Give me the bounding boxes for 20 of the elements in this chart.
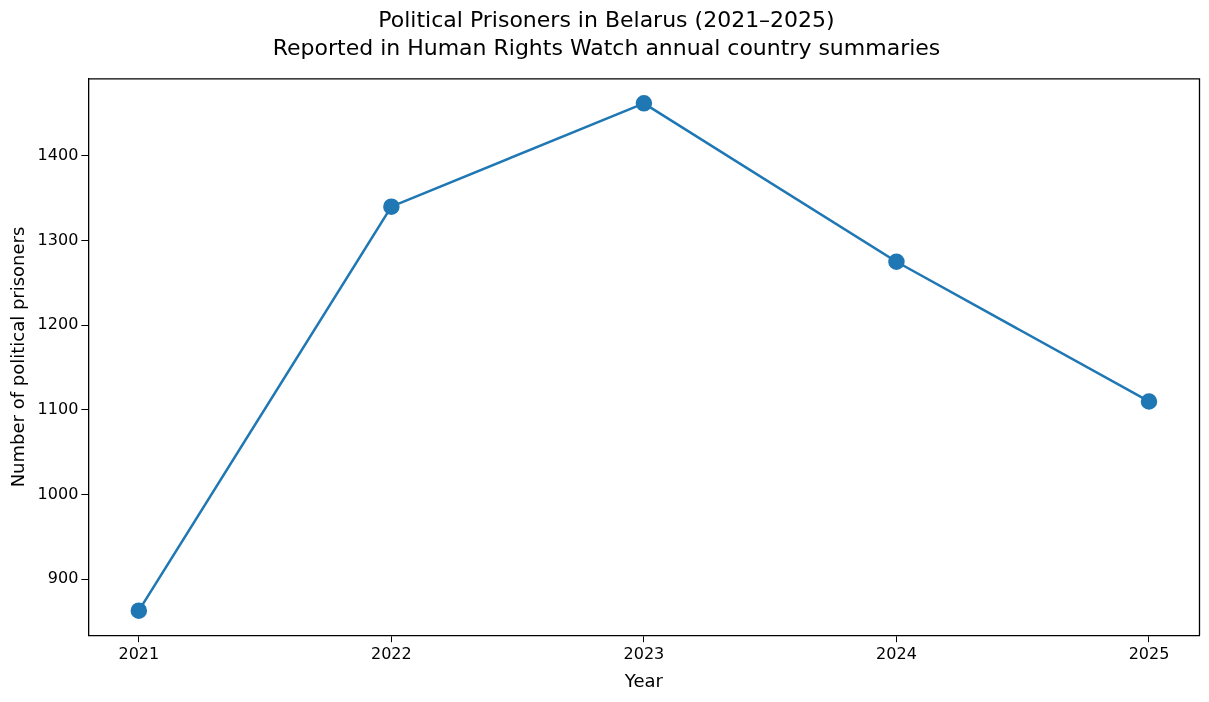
chart-subtitle: Reported in Human Rights Watch annual country summaries bbox=[272, 35, 941, 61]
chart-title: Political Prisoners in Belarus (2021–2025) bbox=[378, 6, 835, 32]
x-axis-title: Year bbox=[623, 669, 664, 691]
y-tick-label: 900 bbox=[47, 568, 79, 588]
y-tick-label: 1000 bbox=[37, 483, 79, 503]
point bbox=[888, 253, 905, 270]
point bbox=[383, 198, 400, 215]
y-tick-label: 1300 bbox=[37, 229, 79, 249]
x-tick-label: 2023 bbox=[623, 643, 665, 663]
point bbox=[635, 95, 653, 112]
x-tick-label: 2022 bbox=[371, 643, 412, 663]
y-tick-label: 1200 bbox=[37, 314, 79, 334]
x-tick-label: 2021 bbox=[118, 643, 160, 663]
x-tick-label: 2025 bbox=[1128, 643, 1170, 663]
x-tick-label: 2024 bbox=[876, 643, 917, 663]
y-tick-label: 1100 bbox=[37, 399, 79, 419]
y-tick-label: 1400 bbox=[37, 145, 79, 165]
point bbox=[1140, 393, 1158, 410]
y-axis-title: Number of political prisoners bbox=[7, 226, 29, 488]
point bbox=[130, 602, 148, 619]
